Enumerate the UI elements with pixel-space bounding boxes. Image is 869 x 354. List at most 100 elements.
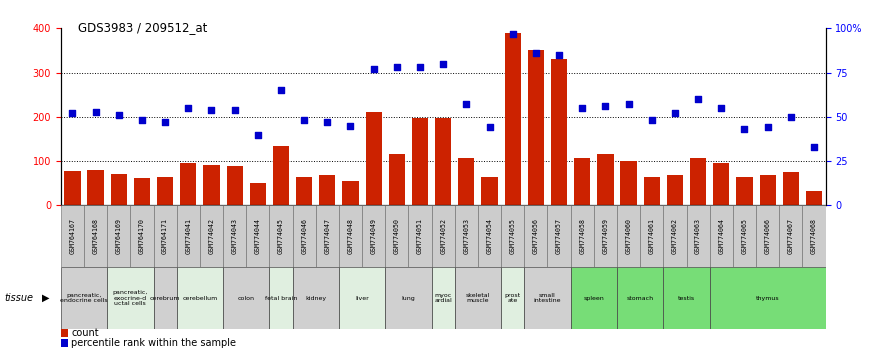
- Bar: [269, 267, 293, 329]
- Text: GSM774050: GSM774050: [394, 218, 400, 254]
- Bar: [130, 205, 154, 267]
- Point: [182, 105, 196, 111]
- Point: [691, 96, 705, 102]
- Point: [436, 61, 450, 67]
- Point: [460, 102, 474, 107]
- Text: GSM774046: GSM774046: [302, 218, 307, 254]
- Bar: [481, 177, 498, 205]
- Bar: [107, 205, 130, 267]
- Text: spleen: spleen: [583, 296, 604, 301]
- Bar: [620, 161, 637, 205]
- Bar: [524, 205, 547, 267]
- Bar: [342, 181, 359, 205]
- Text: GSM774061: GSM774061: [649, 218, 654, 254]
- Text: GSM774045: GSM774045: [278, 218, 284, 254]
- Bar: [733, 205, 756, 267]
- Bar: [362, 205, 385, 267]
- Point: [343, 123, 357, 129]
- Point: [158, 119, 172, 125]
- Point: [135, 118, 149, 123]
- Bar: [88, 170, 103, 205]
- Bar: [551, 59, 567, 205]
- Text: GSM764168: GSM764168: [93, 218, 98, 254]
- Text: GDS3983 / 209512_at: GDS3983 / 209512_at: [78, 21, 208, 34]
- Bar: [339, 205, 362, 267]
- Text: GSM774055: GSM774055: [510, 218, 515, 254]
- Point: [621, 102, 635, 107]
- Bar: [223, 267, 269, 329]
- Text: GSM774067: GSM774067: [788, 218, 793, 254]
- Text: ▶: ▶: [42, 293, 50, 303]
- Bar: [293, 205, 315, 267]
- Bar: [157, 177, 173, 205]
- Point: [112, 112, 126, 118]
- Bar: [61, 267, 107, 329]
- Text: GSM774048: GSM774048: [348, 218, 354, 254]
- Text: GSM774057: GSM774057: [556, 218, 562, 254]
- Bar: [180, 163, 196, 205]
- Point: [529, 50, 543, 56]
- Bar: [802, 205, 826, 267]
- Bar: [134, 178, 150, 205]
- Bar: [454, 205, 478, 267]
- Bar: [319, 175, 335, 205]
- Text: cerebrum: cerebrum: [149, 296, 181, 301]
- Point: [482, 125, 496, 130]
- Text: GSM774065: GSM774065: [741, 218, 747, 254]
- Bar: [505, 33, 521, 205]
- Text: GSM774042: GSM774042: [209, 218, 215, 254]
- Bar: [176, 267, 223, 329]
- Point: [274, 87, 288, 93]
- Point: [204, 107, 218, 113]
- Bar: [597, 154, 614, 205]
- Bar: [249, 183, 266, 205]
- Text: GSM774041: GSM774041: [185, 218, 191, 254]
- Text: pancreatic,
endocrine cells: pancreatic, endocrine cells: [60, 293, 108, 303]
- Point: [760, 125, 774, 130]
- Bar: [223, 205, 246, 267]
- Bar: [594, 205, 617, 267]
- Bar: [200, 205, 223, 267]
- Text: skeletal
muscle: skeletal muscle: [466, 293, 490, 303]
- Bar: [571, 267, 617, 329]
- Bar: [806, 191, 822, 205]
- Bar: [779, 205, 802, 267]
- Text: GSM764167: GSM764167: [70, 218, 76, 254]
- Bar: [273, 145, 289, 205]
- Text: GSM764171: GSM764171: [163, 218, 168, 254]
- Bar: [710, 267, 826, 329]
- Bar: [154, 267, 176, 329]
- Bar: [412, 118, 428, 205]
- Text: GSM774059: GSM774059: [602, 218, 608, 254]
- Text: stomach: stomach: [627, 296, 653, 301]
- Point: [738, 126, 752, 132]
- Point: [784, 114, 798, 120]
- Bar: [617, 267, 663, 329]
- Bar: [547, 205, 571, 267]
- Point: [599, 103, 613, 109]
- Text: GSM774068: GSM774068: [811, 218, 817, 254]
- Text: count: count: [71, 328, 99, 338]
- Text: GSM774054: GSM774054: [487, 218, 493, 254]
- Bar: [667, 175, 683, 205]
- Bar: [246, 205, 269, 267]
- Point: [506, 31, 520, 36]
- Point: [228, 107, 242, 113]
- Bar: [574, 158, 590, 205]
- Bar: [478, 205, 501, 267]
- Text: lung: lung: [401, 296, 415, 301]
- Bar: [501, 205, 524, 267]
- Bar: [571, 205, 594, 267]
- Text: thymus: thymus: [756, 296, 779, 301]
- Text: kidney: kidney: [305, 296, 326, 301]
- Bar: [154, 205, 176, 267]
- Point: [367, 66, 381, 72]
- Bar: [435, 118, 451, 205]
- Text: GSM774062: GSM774062: [672, 218, 678, 254]
- Point: [251, 132, 265, 137]
- Text: GSM774044: GSM774044: [255, 218, 261, 254]
- Bar: [432, 267, 454, 329]
- Bar: [432, 205, 454, 267]
- Text: colon: colon: [238, 296, 255, 301]
- Bar: [385, 267, 432, 329]
